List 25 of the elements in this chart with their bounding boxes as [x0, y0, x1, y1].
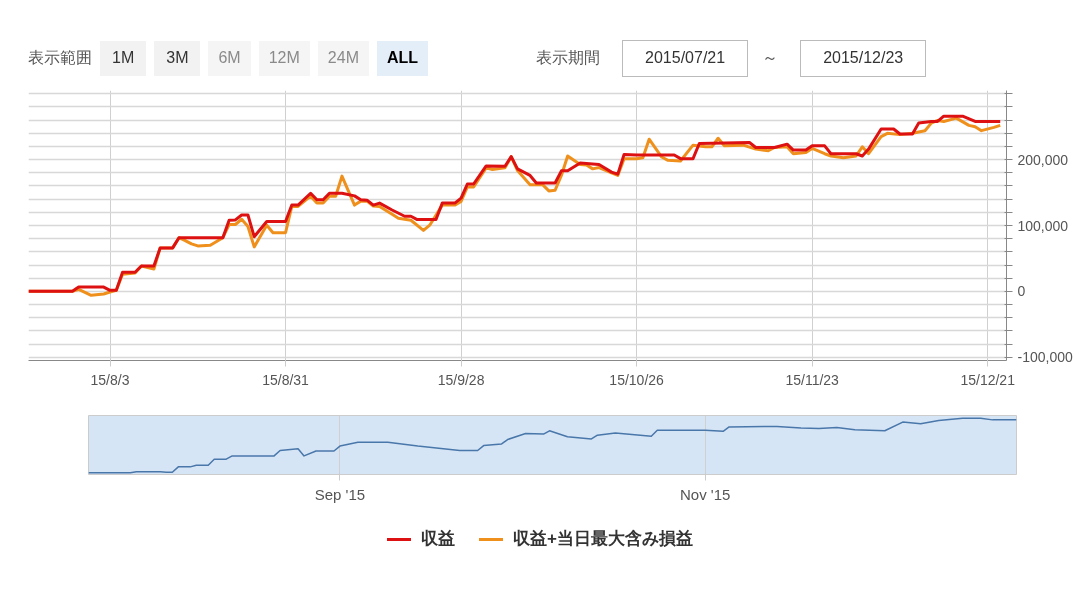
- y-tick-label: 200,000: [1017, 151, 1069, 168]
- x-tick-label: Nov '15: [679, 485, 731, 503]
- text: 2015/07/21: [622, 40, 749, 77]
- y-tick-label: -100,000: [1017, 349, 1073, 366]
- x-tick-label: 15/9/28: [437, 371, 485, 388]
- y-tick-label: 100,000: [1017, 217, 1069, 234]
- x-tick-label: Sep '15: [314, 485, 366, 503]
- x-tick-label: 15/8/3: [90, 371, 130, 388]
- x-tick-label: 15/10/26: [609, 371, 665, 388]
- text: 3M: [154, 41, 201, 76]
- x-tick-label: 15/11/23: [785, 371, 840, 388]
- x-tick-label: 15/8/31: [262, 371, 310, 388]
- text: 6M: [208, 41, 251, 76]
- legend-label: 収益: [421, 528, 456, 550]
- text: 12M: [258, 41, 310, 76]
- y-tick-label: 0: [1017, 283, 1026, 300]
- text: 2015/12/23: [800, 40, 927, 77]
- text: 1M: [100, 41, 147, 76]
- text: 表示範囲: [28, 48, 92, 68]
- x-tick-label: 15/12/21: [960, 371, 1016, 388]
- legend-label: 収益+当日最大含み損益: [513, 528, 693, 550]
- text: ALL: [376, 41, 429, 76]
- text: 表示期間: [536, 48, 601, 68]
- text: ～: [762, 48, 779, 68]
- text: 24M: [317, 41, 369, 76]
